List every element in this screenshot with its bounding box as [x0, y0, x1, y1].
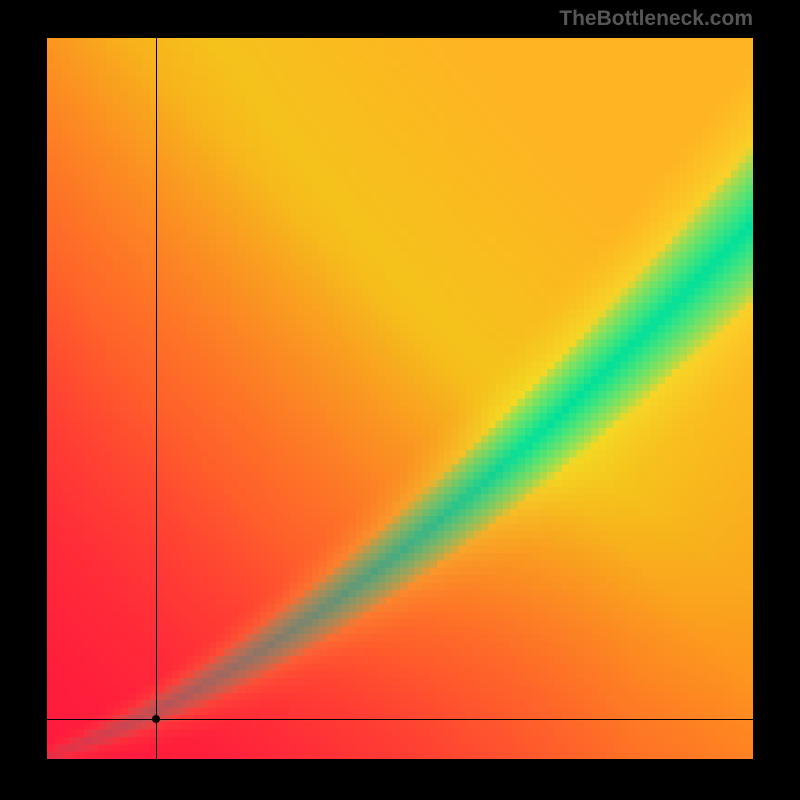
bottleneck-heatmap: [47, 38, 753, 759]
chart-root: TheBottleneck.com: [0, 0, 800, 800]
watermark-label: TheBottleneck.com: [559, 7, 753, 31]
